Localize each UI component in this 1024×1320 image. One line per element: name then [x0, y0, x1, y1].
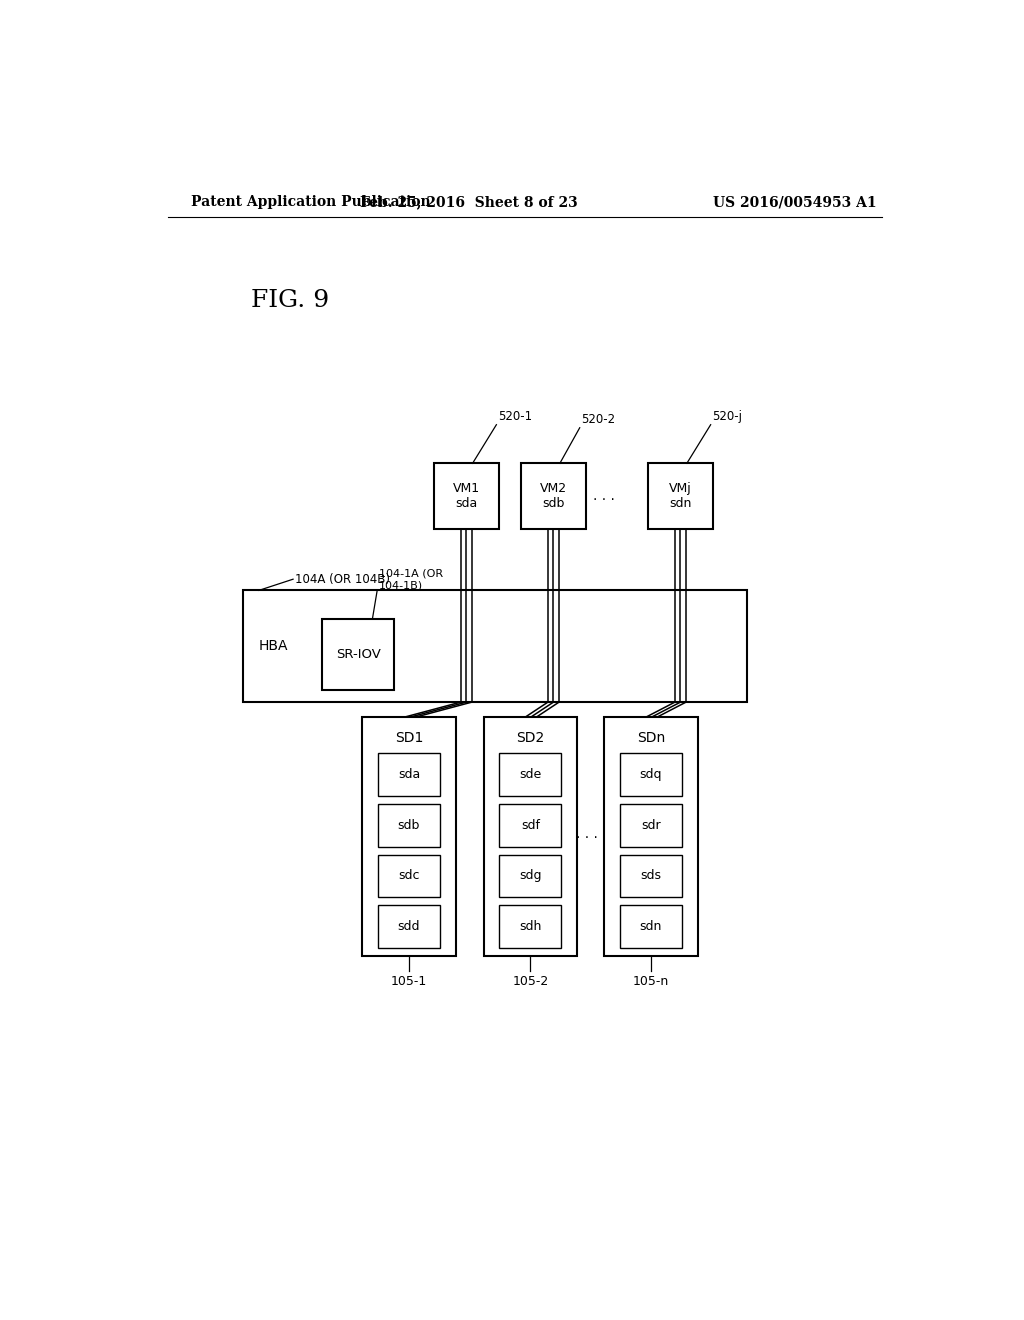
Text: 104-1A (OR
104-1B): 104-1A (OR 104-1B) — [379, 569, 443, 590]
Bar — [620, 804, 682, 846]
Bar — [648, 463, 713, 529]
Text: SDn: SDn — [637, 731, 666, 744]
Text: . . .: . . . — [575, 828, 598, 841]
Text: Feb. 25, 2016  Sheet 8 of 23: Feb. 25, 2016 Sheet 8 of 23 — [360, 195, 579, 209]
Text: 520-1: 520-1 — [498, 409, 532, 422]
Text: SD2: SD2 — [516, 731, 545, 744]
Text: sdb: sdb — [397, 818, 420, 832]
Text: VM2
sdb: VM2 sdb — [540, 482, 567, 511]
Text: SD1: SD1 — [394, 731, 423, 744]
Text: sds: sds — [640, 870, 662, 883]
Text: 105-1: 105-1 — [391, 975, 427, 989]
Bar — [378, 752, 440, 796]
Text: 520-j: 520-j — [713, 409, 742, 422]
Bar — [323, 619, 394, 690]
Text: 104A (OR 104B): 104A (OR 104B) — [295, 573, 390, 586]
Bar — [620, 752, 682, 796]
Bar — [243, 590, 748, 702]
Bar — [433, 463, 499, 529]
Bar — [521, 463, 586, 529]
Bar — [620, 906, 682, 948]
Text: sde: sde — [519, 768, 542, 781]
Text: VM1
sda: VM1 sda — [453, 482, 479, 511]
Text: sdc: sdc — [398, 870, 420, 883]
Text: sdd: sdd — [397, 920, 420, 933]
Bar — [378, 804, 440, 846]
Bar — [378, 906, 440, 948]
Text: sdq: sdq — [640, 768, 663, 781]
Text: HBA: HBA — [258, 639, 288, 653]
Bar — [500, 854, 561, 898]
Text: 105-2: 105-2 — [512, 975, 549, 989]
Text: US 2016/0054953 A1: US 2016/0054953 A1 — [713, 195, 877, 209]
Text: 520-2: 520-2 — [582, 413, 615, 426]
Text: sdg: sdg — [519, 870, 542, 883]
Bar — [378, 854, 440, 898]
Text: 105-n: 105-n — [633, 975, 669, 989]
Text: sdf: sdf — [521, 818, 540, 832]
Text: Patent Application Publication: Patent Application Publication — [191, 195, 431, 209]
Bar — [500, 804, 561, 846]
Bar — [500, 906, 561, 948]
Bar — [362, 718, 456, 956]
Bar — [620, 854, 682, 898]
Text: sdh: sdh — [519, 920, 542, 933]
Text: sda: sda — [397, 768, 420, 781]
Text: SR-IOV: SR-IOV — [336, 648, 381, 661]
Bar — [500, 752, 561, 796]
Text: VMj
sdn: VMj sdn — [669, 482, 692, 511]
Text: FIG. 9: FIG. 9 — [251, 289, 329, 313]
Bar — [483, 718, 578, 956]
Bar — [604, 718, 697, 956]
Text: sdr: sdr — [641, 818, 660, 832]
Text: sdn: sdn — [640, 920, 663, 933]
Text: . . .: . . . — [593, 488, 615, 503]
